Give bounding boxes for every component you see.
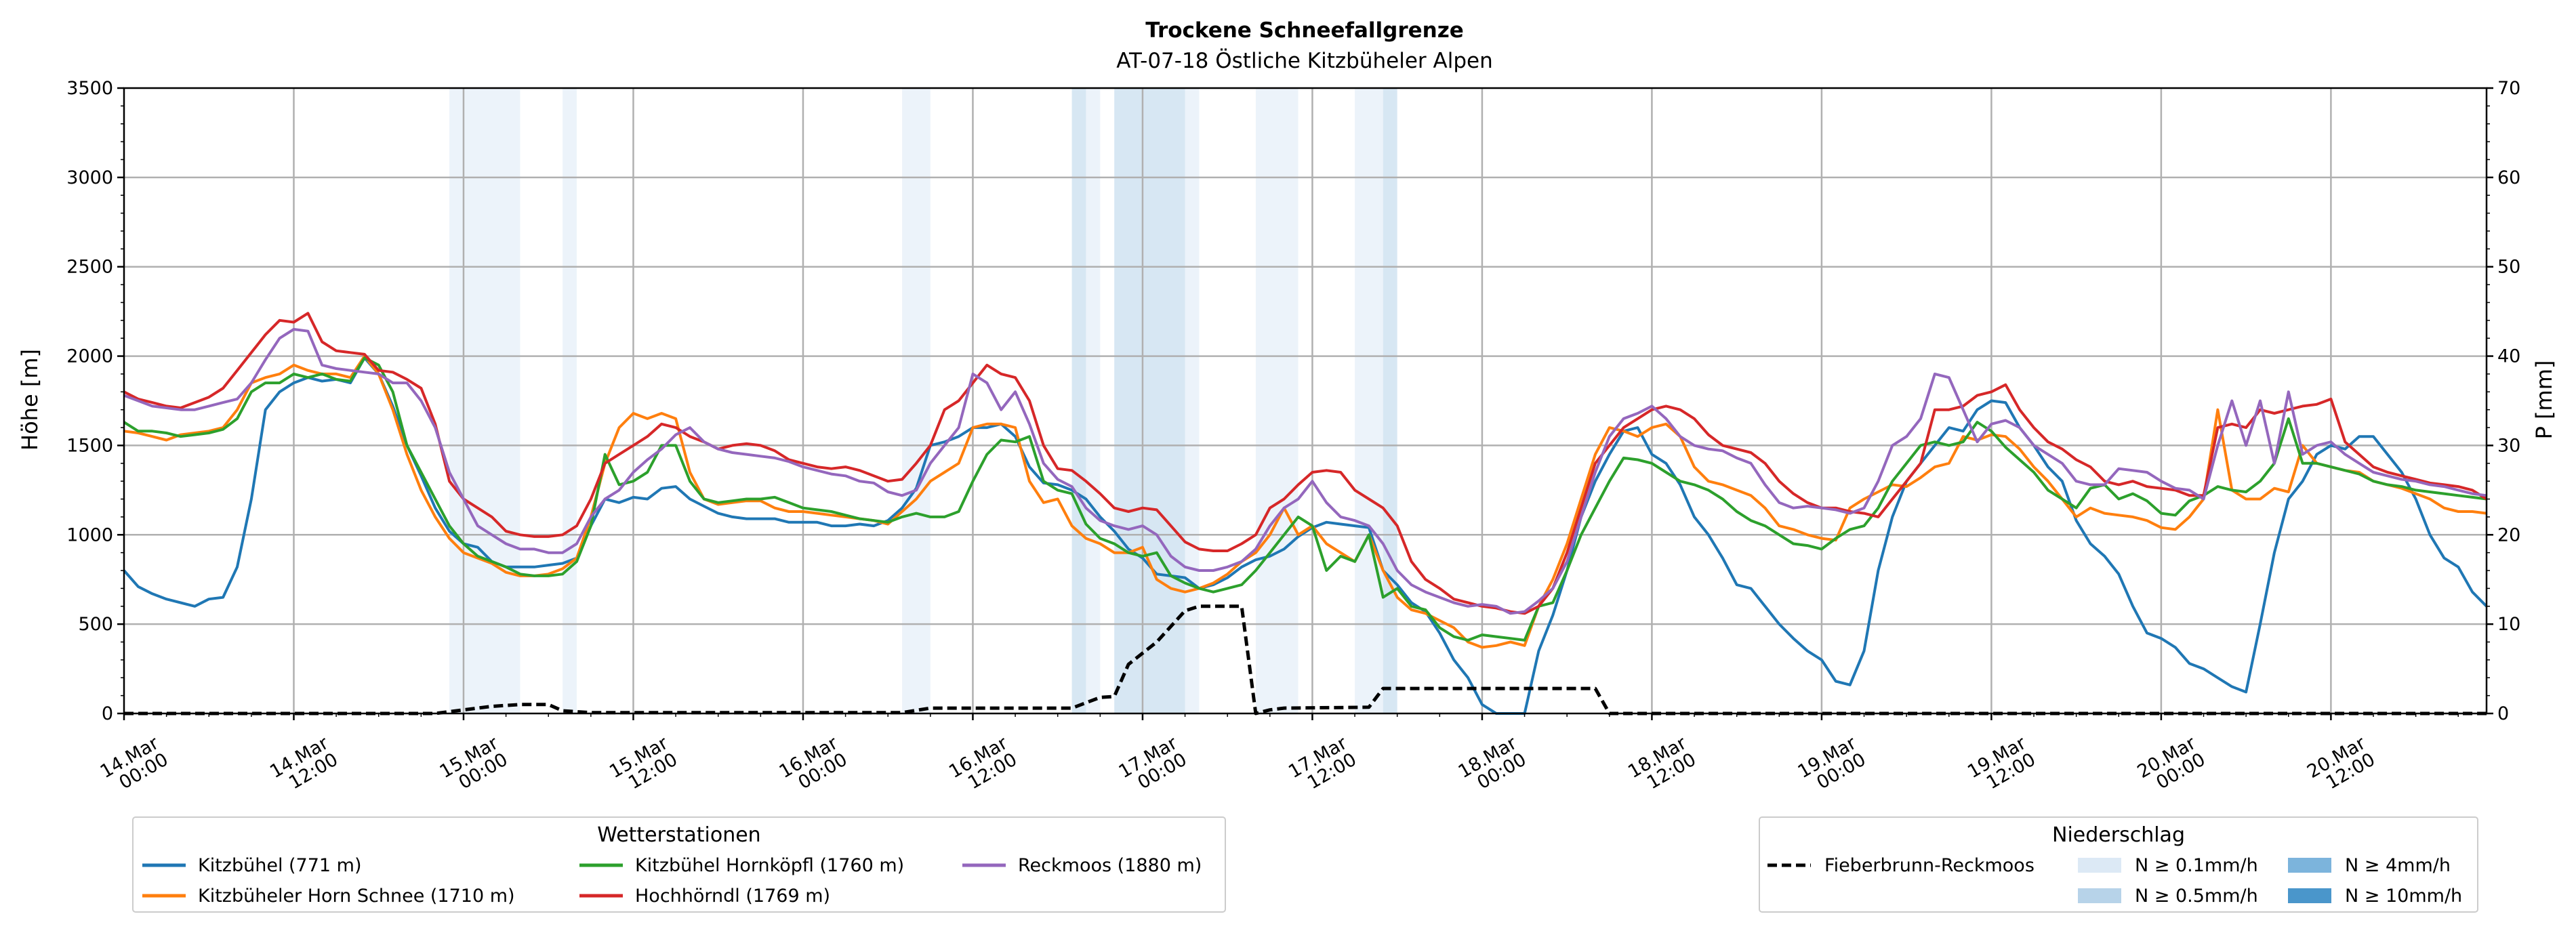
chart-title: Trockene Schneefallgrenze	[1145, 18, 1464, 43]
legend-stations-title: Wetterstationen	[597, 823, 760, 847]
y-tick-label-left-3: 1500	[66, 435, 113, 456]
series-line-1	[123, 354, 2487, 649]
y-tick-label-left-1: 500	[78, 614, 113, 635]
legend-label-precip-1: N ≥ 0.5mm/h	[2135, 886, 2258, 907]
y-tick-label-left-6: 3000	[66, 167, 113, 188]
precip-band-1	[563, 88, 577, 713]
precipitation-bands	[449, 88, 1397, 713]
y-tick-label-right-3: 30	[2497, 435, 2520, 456]
precip-band-6	[1185, 88, 1200, 713]
y-axis-label-right: P [mm]	[2531, 360, 2557, 440]
legend-stations-frame	[132, 816, 1226, 913]
legend-label-fieberbrunn: Fieberbrunn-Reckmoos	[1824, 855, 2035, 876]
series-line-2	[123, 356, 2487, 642]
x-tick-label-5: 16.Mar12:00	[945, 732, 1021, 799]
x-tick-label-7: 17.Mar12:00	[1285, 732, 1361, 799]
precip-band-2	[902, 88, 931, 713]
y-tick-label-left-5: 2500	[66, 257, 113, 278]
legend-label-precip-3: N ≥ 10mm/h	[2345, 886, 2462, 907]
x-tick-label-2: 15.Mar00:00	[436, 732, 512, 799]
x-tick-label-1: 14.Mar12:00	[266, 732, 342, 799]
legend-swatch-precip-3	[2288, 888, 2331, 903]
x-tick-label-13: 20.Mar12:00	[2304, 732, 2379, 799]
x-tick-label-8: 18.Mar00:00	[1455, 732, 1531, 799]
x-tick-label-0: 14.Mar00:00	[97, 732, 173, 799]
series-lines	[123, 312, 2488, 716]
y-tick-label-left-0: 0	[102, 703, 113, 724]
x-tick-label-4: 16.Mar00:00	[776, 732, 852, 799]
x-tick-label-9: 18.Mar12:00	[1624, 732, 1700, 799]
y-tick-label-right-5: 50	[2497, 257, 2520, 278]
legend-label-station-4: Reckmoos (1880 m)	[1018, 855, 1202, 876]
chart-subtitle: AT-07-18 Östliche Kitzbüheler Alpen	[1116, 48, 1492, 73]
series-line-0	[123, 356, 2488, 715]
y-axis-label-left: Höhe [m]	[17, 349, 43, 451]
legend-label-station-3: Hochhörndl (1769 m)	[635, 886, 830, 907]
y-tick-label-left-2: 1000	[66, 524, 113, 545]
plot-frame	[123, 87, 2488, 715]
series-line-3	[123, 312, 2488, 615]
y-tick-label-right-7: 70	[2497, 78, 2520, 99]
precip-band-7	[1255, 88, 1299, 713]
legend-label-precip-2: N ≥ 4mm/h	[2345, 855, 2451, 876]
precip-band-5	[1114, 88, 1185, 713]
y-tick-label-right-1: 10	[2497, 614, 2520, 635]
legend-swatch-precip-2	[2288, 858, 2331, 873]
precip-band-3	[1071, 88, 1086, 713]
series-line-5	[124, 604, 2487, 716]
precip-band-8	[1355, 88, 1383, 713]
legend-label-station-0: Kitzbühel (771 m)	[198, 855, 362, 876]
y-tick-label-right-4: 40	[2497, 346, 2520, 367]
series-line-4	[123, 328, 2487, 615]
y-tick-label-left-7: 3500	[66, 78, 113, 99]
x-tick-label-6: 17.Mar00:00	[1116, 732, 1191, 799]
precip-band-4	[1086, 88, 1101, 713]
x-tick-label-11: 19.Mar12:00	[1964, 732, 2040, 799]
precip-band-0	[449, 88, 520, 713]
legend-swatch-precip-0	[2078, 858, 2121, 873]
x-tick-label-3: 15.Mar12:00	[606, 732, 682, 799]
x-tick-label-12: 20.Mar00:00	[2134, 732, 2210, 799]
precip-band-9	[1383, 88, 1397, 713]
legend-label-station-1: Kitzbüheler Horn Schnee (1710 m)	[198, 886, 515, 907]
legend-precip-title: Niederschlag	[2052, 823, 2185, 847]
legend-stations: Wetterstationen Kitzbühel (771 m) Kitzbüh…	[132, 816, 1226, 913]
legend-label-station-2: Kitzbühel Hornköpfl (1760 m)	[635, 855, 904, 876]
y-tick-label-right-6: 60	[2497, 167, 2520, 188]
y-tick-label-right-2: 20	[2497, 524, 2520, 545]
legend-precipitation: Niederschlag Fieberbrunn-Reckmoos N ≥ 0.…	[1759, 816, 2478, 913]
legend-swatch-precip-1	[2078, 888, 2121, 903]
y-tick-label-left-4: 2000	[66, 346, 113, 367]
x-tick-label-10: 19.Mar00:00	[1795, 732, 1870, 799]
legend-label-precip-0: N ≥ 0.1mm/h	[2135, 855, 2258, 876]
y-tick-label-right-0: 0	[2497, 703, 2509, 724]
